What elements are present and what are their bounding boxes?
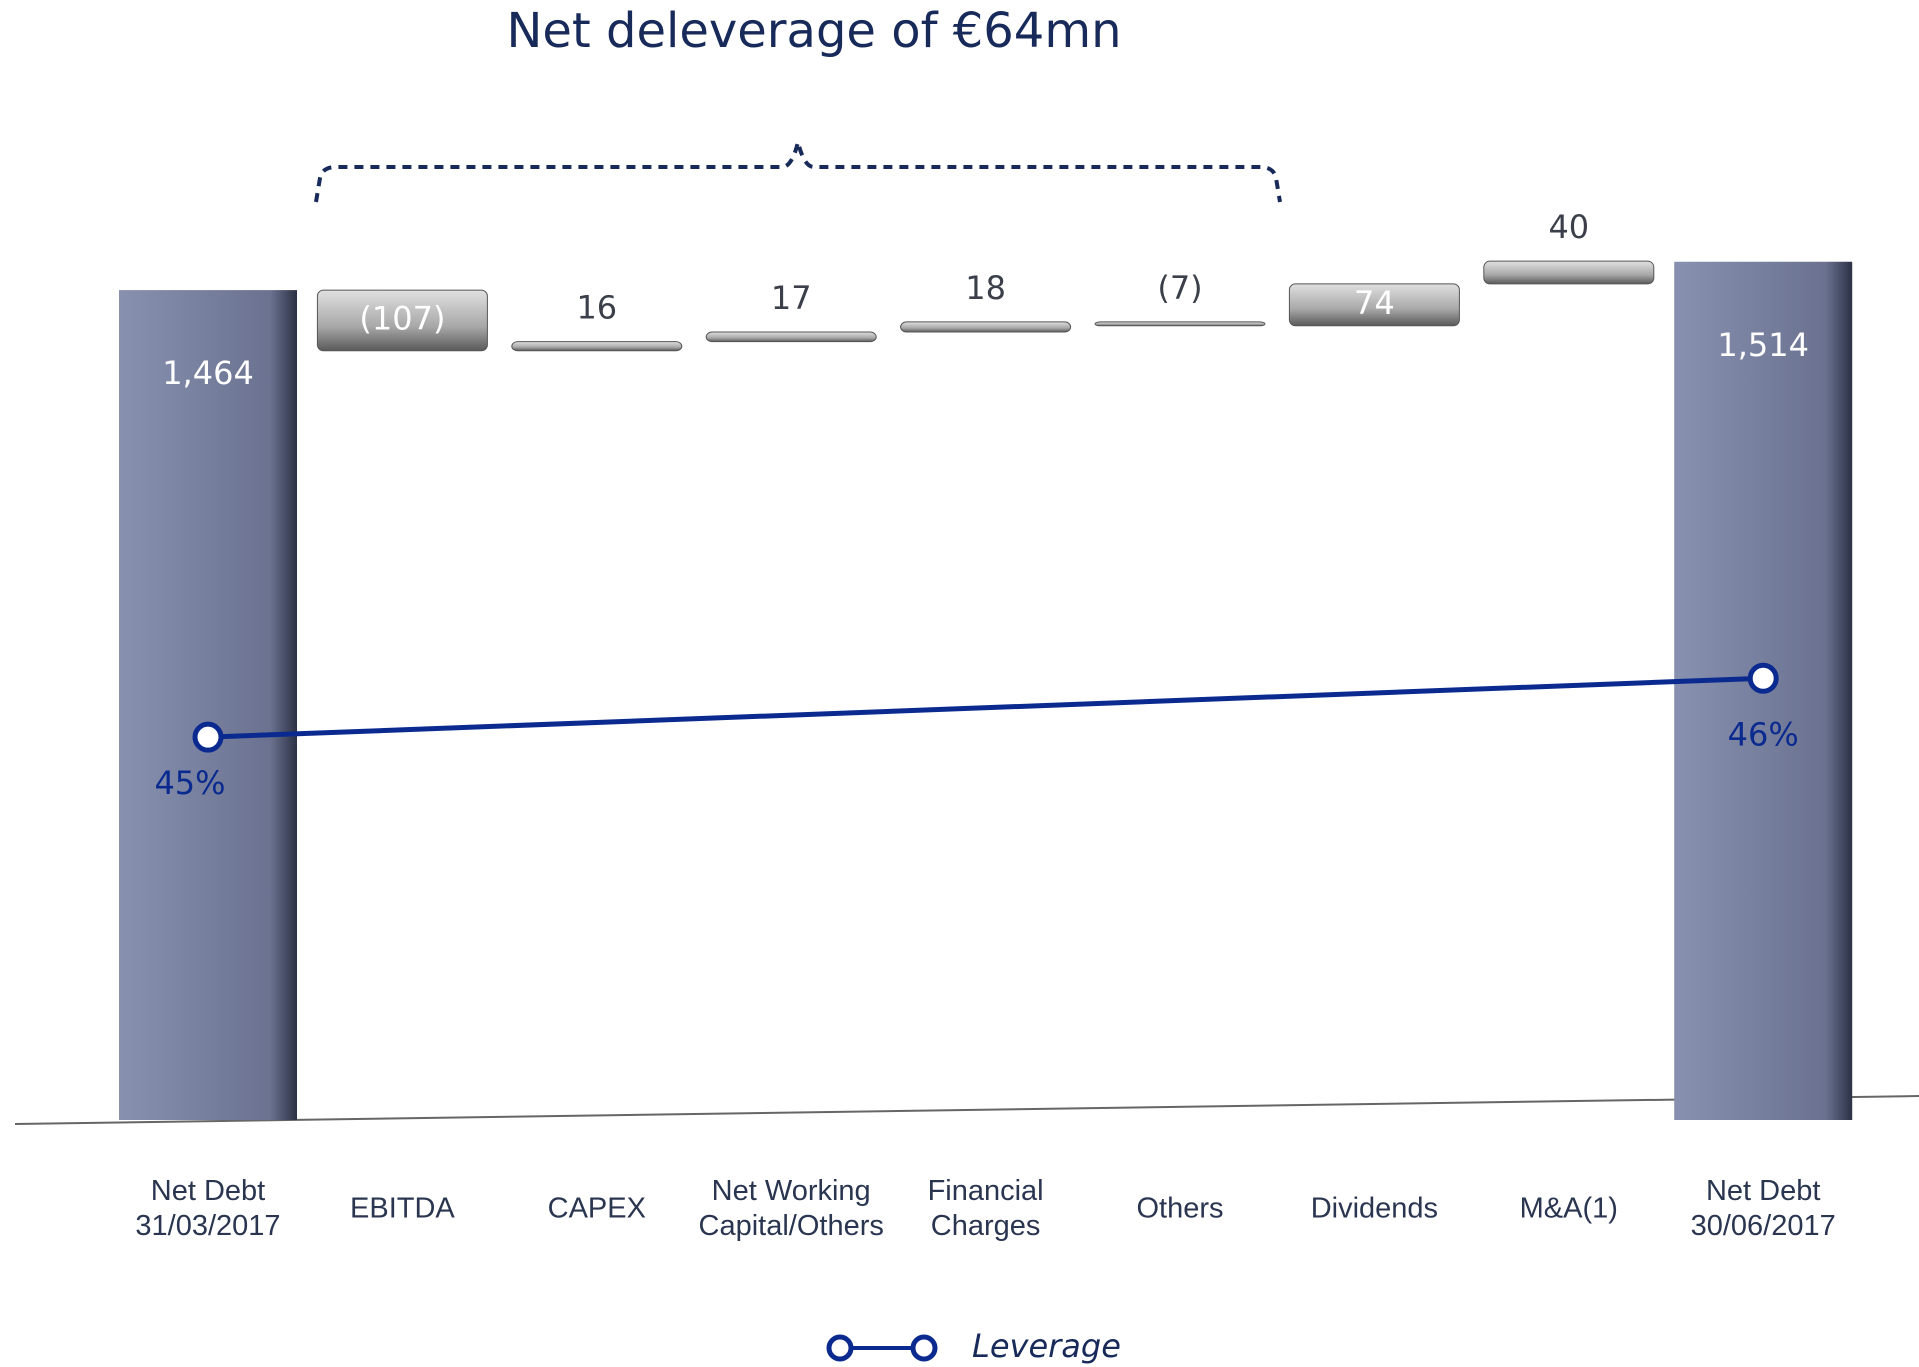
x-tick-label: 30/06/2017 xyxy=(1691,1210,1836,1242)
step-bar xyxy=(1483,260,1655,285)
x-tick-label: Financial xyxy=(928,1175,1044,1207)
value-label: 40 xyxy=(1548,208,1589,246)
brace xyxy=(314,141,1282,203)
value-label: 17 xyxy=(771,279,812,317)
legend: Leverage xyxy=(826,1327,1121,1365)
legend-label: Leverage xyxy=(972,1327,1121,1365)
step-bar xyxy=(900,321,1072,333)
x-tick-label: EBITDA xyxy=(350,1193,455,1225)
x-tick-label: Capital/Others xyxy=(699,1210,884,1242)
x-tick-label: 31/03/2017 xyxy=(135,1210,280,1242)
step-bar xyxy=(1288,283,1460,327)
value-label: 1,464 xyxy=(162,354,254,392)
leverage-line xyxy=(207,675,1764,740)
value-label: 18 xyxy=(965,269,1006,307)
legend-marker xyxy=(910,1334,938,1362)
value-label: 16 xyxy=(576,289,617,327)
x-tick-label: M&A(1) xyxy=(1520,1193,1618,1225)
step-bar xyxy=(1094,321,1266,327)
x-tick-label: Charges xyxy=(931,1210,1041,1242)
x-axis xyxy=(14,1095,1919,1125)
total-bar xyxy=(119,290,297,1121)
legend-marker xyxy=(826,1334,854,1362)
x-tick-label: Others xyxy=(1136,1193,1223,1225)
leverage-point xyxy=(192,721,224,753)
leverage-point xyxy=(1747,662,1779,694)
value-label: (107) xyxy=(359,299,445,337)
x-tick-label: Dividends xyxy=(1311,1193,1438,1225)
x-tick-label: CAPEX xyxy=(548,1193,646,1225)
step-bar xyxy=(705,331,877,343)
x-tick-label: Net Working xyxy=(712,1175,871,1207)
value-label: 1,514 xyxy=(1717,326,1809,364)
chart-title: Net deleverage of €64mn xyxy=(506,3,1121,59)
step-bar xyxy=(316,289,488,352)
x-tick-label: Net Debt xyxy=(1706,1175,1820,1207)
leverage-label: 45% xyxy=(154,764,225,802)
value-label: 74 xyxy=(1354,284,1395,322)
leverage-label: 46% xyxy=(1728,715,1799,753)
value-label: (7) xyxy=(1157,269,1202,307)
x-tick-label: Net Debt xyxy=(151,1175,265,1207)
step-bar xyxy=(511,341,683,352)
